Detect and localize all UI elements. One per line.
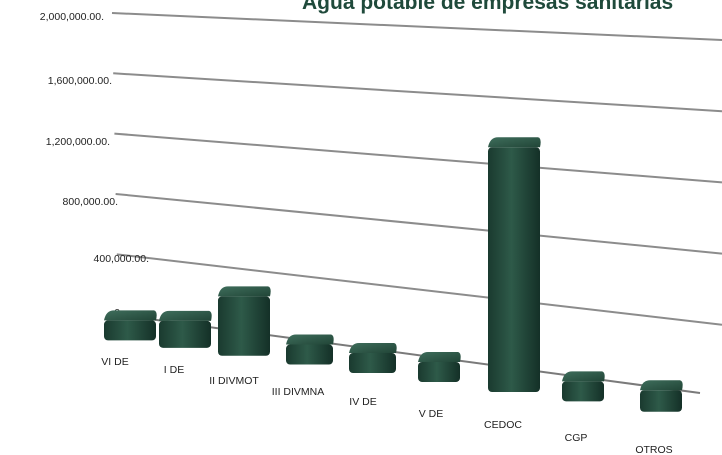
bar bbox=[286, 344, 333, 365]
gridline bbox=[114, 132, 722, 184]
x-tick-label: CGP bbox=[565, 432, 588, 444]
gridline bbox=[116, 253, 722, 326]
bar-top bbox=[640, 380, 683, 391]
bar-top bbox=[159, 310, 212, 321]
x-tick-label: III DIVMNA bbox=[272, 386, 325, 398]
bar-top bbox=[488, 137, 541, 148]
bar bbox=[418, 361, 460, 382]
bar bbox=[640, 390, 682, 412]
bar-top bbox=[104, 310, 157, 321]
x-tick-label: II DIVMOT bbox=[209, 375, 259, 387]
gridline bbox=[115, 192, 722, 255]
bar-top bbox=[286, 334, 334, 345]
y-tick-label: 1,600,000.00. bbox=[48, 75, 112, 87]
x-tick-label: V DE bbox=[419, 408, 444, 420]
bar bbox=[104, 320, 156, 341]
bar-top bbox=[562, 371, 605, 382]
y-tick-label: 1,200,000.00. bbox=[46, 136, 110, 148]
y-tick-label: 800,000.00. bbox=[63, 196, 118, 208]
bar bbox=[562, 381, 604, 402]
x-tick-label: CEDOC bbox=[484, 419, 522, 431]
gridline bbox=[113, 72, 722, 113]
x-tick-label: OTROS bbox=[635, 444, 672, 455]
chart-title: Agua potable de empresas sanitarias bbox=[302, 0, 674, 14]
bar-top bbox=[349, 343, 397, 354]
x-tick-label: I DE bbox=[164, 364, 184, 376]
gridline bbox=[111, 12, 722, 41]
x-tick-label: IV DE bbox=[349, 396, 376, 408]
x-tick-label: VI DE bbox=[101, 356, 128, 368]
bar-top bbox=[418, 351, 461, 362]
bar bbox=[349, 353, 396, 374]
bar-top bbox=[218, 286, 271, 297]
y-tick-label: 400,000.00. bbox=[94, 253, 149, 265]
bar bbox=[218, 296, 270, 356]
y-tick-label: 2,000,000.00. bbox=[40, 11, 104, 23]
bar bbox=[159, 320, 211, 348]
bar bbox=[488, 147, 540, 393]
